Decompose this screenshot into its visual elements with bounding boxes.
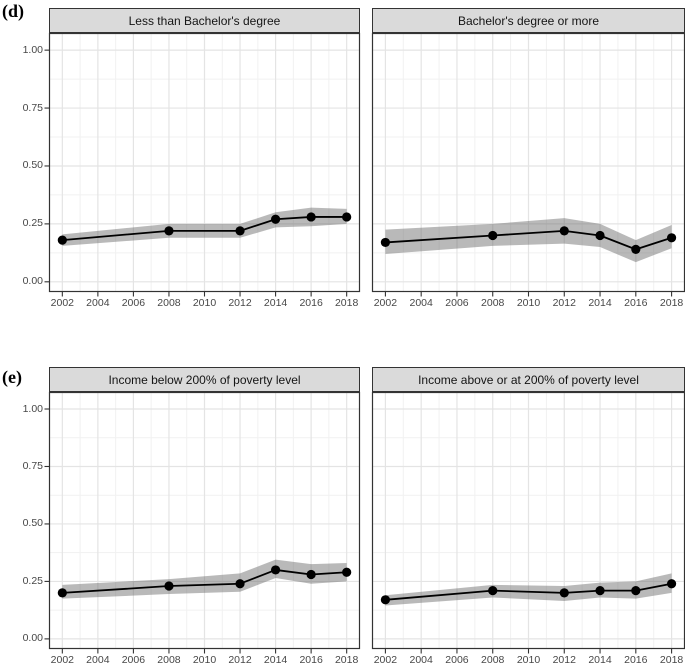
x-tick-label: 2002 (50, 654, 74, 666)
x-tick-label: 2012 (552, 297, 576, 309)
x-tick-label: 2008 (481, 654, 505, 666)
data-point (488, 586, 498, 596)
x-tick-label: 2014 (263, 654, 288, 666)
x-tick-label: 2002 (50, 297, 74, 309)
x-tick-label: 2006 (445, 654, 469, 666)
row-label-e: (e) (2, 367, 22, 387)
y-tick-label: 0.25 (22, 574, 43, 587)
x-tick-label: 2016 (299, 654, 323, 666)
data-point (559, 588, 569, 598)
x-tick-label: 2004 (86, 297, 110, 309)
data-point (666, 579, 677, 589)
data-point (631, 586, 641, 596)
panel-border (48, 32, 361, 293)
facet-strip: Income below 200% of poverty level (49, 367, 360, 392)
x-tick-label: 2010 (516, 654, 541, 666)
row-plot-canvas (44, 391, 685, 654)
x-tick-label: 2012 (228, 654, 252, 666)
panel-border (48, 391, 361, 650)
y-tick-label: 0.00 (22, 275, 43, 288)
data-point (270, 214, 281, 224)
y-tick-label: 0.75 (22, 459, 43, 472)
facet-title: Less than Bachelor's degree (128, 13, 281, 28)
x-tick-label: 2008 (157, 297, 181, 309)
data-point (57, 588, 67, 598)
x-tick-label: 2012 (552, 654, 576, 666)
y-tick-label: 1.00 (22, 402, 43, 415)
x-tick-label: 2002 (373, 654, 398, 666)
x-tick-label: 2002 (373, 297, 398, 309)
data-point (380, 595, 391, 605)
x-tick-label: 2010 (192, 297, 217, 309)
facet-panel-plot (44, 391, 361, 654)
trend-line (384, 582, 673, 601)
x-tick-label: 2014 (263, 297, 288, 309)
facet-title: Income above or at 200% of poverty level (418, 372, 639, 387)
data-point (270, 565, 281, 575)
facet-strip: Less than Bachelor's degree (49, 8, 360, 33)
trend-line (61, 569, 348, 594)
x-tick-label: 2006 (445, 297, 469, 309)
x-tick-label: 2018 (659, 297, 684, 309)
facet-panel-plot (44, 32, 361, 297)
x-tick-label: 2016 (299, 297, 323, 309)
data-point (631, 244, 641, 254)
y-tick-label: 1.00 (22, 43, 43, 56)
figure-row-e: (e) Income below 200% of poverty level 20… (0, 355, 685, 669)
data-point (666, 233, 677, 243)
x-tick-label: 2004 (409, 297, 433, 309)
x-tick-label: 2018 (334, 654, 359, 666)
data-point (235, 579, 245, 589)
x-tick-label: 2018 (334, 297, 359, 309)
facet-title: Bachelor's degree or more (457, 13, 600, 28)
confidence-band (385, 573, 672, 606)
x-tick-label: 2008 (481, 297, 505, 309)
x-tick-label: 2010 (516, 297, 541, 309)
facet-title: Income below 200% of poverty level (108, 372, 301, 387)
x-tick-label: 2014 (588, 654, 612, 666)
row-label-d: (d) (2, 1, 24, 21)
data-point (306, 212, 316, 222)
x-tick-label: 2006 (121, 297, 146, 309)
x-tick-label: 2004 (86, 654, 110, 666)
facet-panel-plot (371, 32, 685, 297)
x-tick-label: 2004 (409, 654, 433, 666)
data-point (595, 586, 605, 596)
data-point (57, 235, 67, 245)
data-point (164, 581, 174, 591)
x-tick-label: 2016 (624, 297, 648, 309)
x-tick-label: 2014 (588, 297, 612, 309)
x-tick-label: 2008 (157, 654, 181, 666)
trend-line (61, 216, 348, 242)
facet-strip: Bachelor's degree or more (372, 8, 685, 33)
confidence-band (385, 218, 672, 263)
data-point (235, 226, 245, 236)
facet-strip: Income above or at 200% of poverty level (372, 367, 685, 392)
facet-panel-plot (371, 391, 685, 654)
data-point (488, 230, 498, 241)
y-tick-label: 0.25 (22, 217, 43, 230)
x-tick-label: 2012 (228, 297, 252, 309)
row-plot-canvas (44, 32, 685, 297)
y-tick-label: 0.75 (22, 101, 43, 114)
y-tick-label: 0.00 (22, 632, 43, 645)
data-point (559, 226, 569, 236)
figure-row-d: (d) Less than Bachelor's degree 2002 2004 2… (0, 0, 685, 318)
x-tick-label: 2010 (192, 654, 217, 666)
trend-line (384, 229, 673, 251)
x-tick-label: 2006 (121, 654, 146, 666)
data-point (164, 226, 174, 236)
data-point (380, 237, 391, 248)
data-point (595, 230, 605, 241)
x-tick-label: 2018 (659, 654, 684, 666)
y-tick-label: 0.50 (22, 517, 43, 530)
data-point (342, 567, 352, 577)
y-tick-label: 0.50 (22, 159, 43, 172)
data-point (306, 569, 316, 580)
data-point (342, 212, 352, 222)
x-tick-label: 2016 (624, 654, 648, 666)
